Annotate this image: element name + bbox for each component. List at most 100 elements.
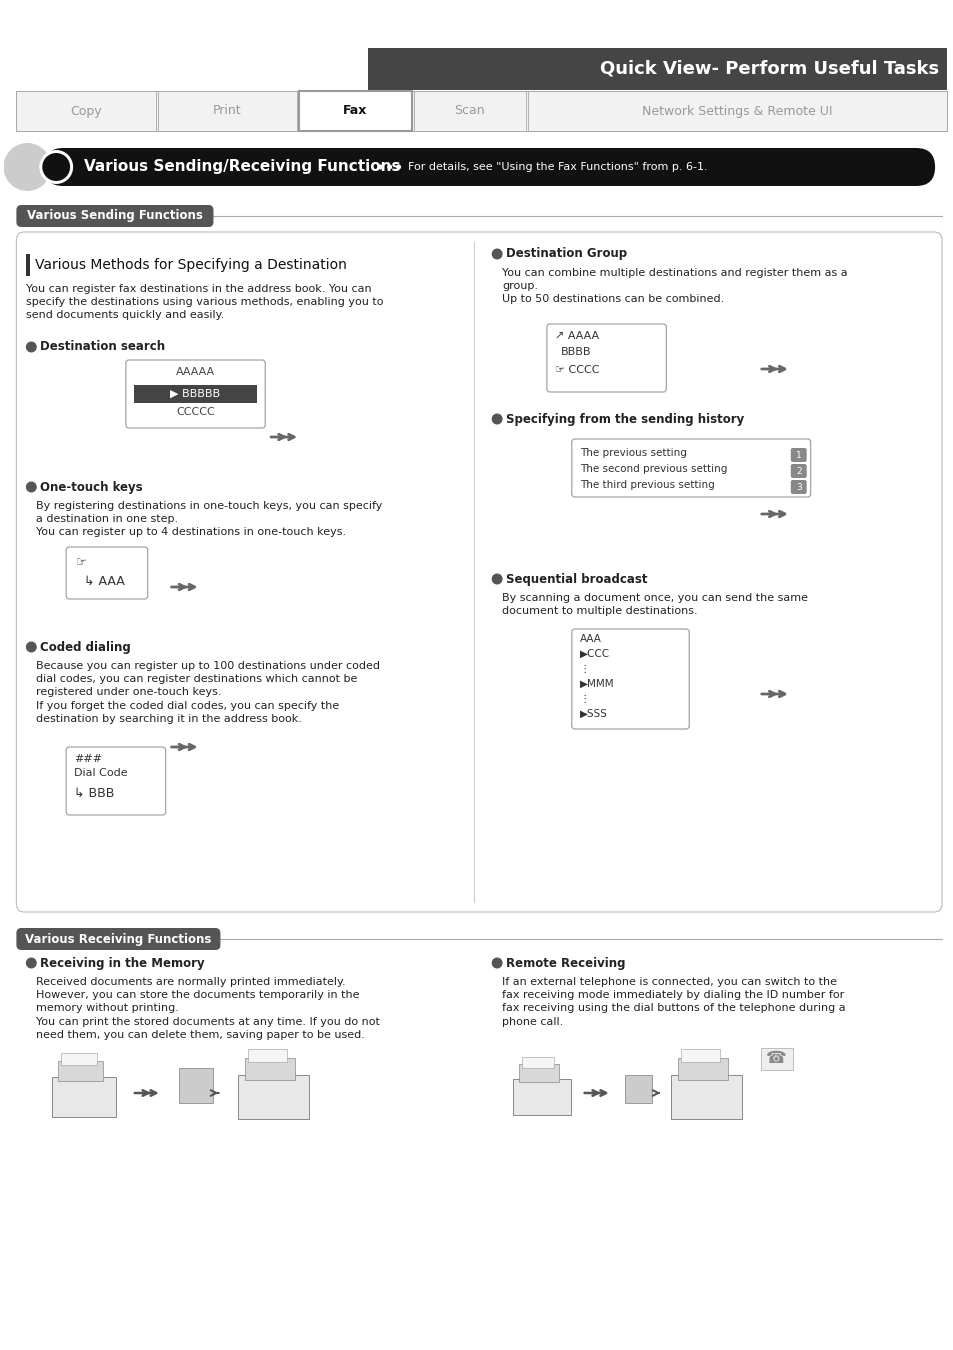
Text: Copy: Copy — [71, 104, 102, 117]
Text: If an external telephone is connected, you can switch to the
fax receiving mode : If an external telephone is connected, y… — [501, 977, 845, 1026]
Text: ▶ BBBBB: ▶ BBBBB — [171, 389, 220, 400]
FancyBboxPatch shape — [790, 464, 806, 478]
Text: 1: 1 — [795, 451, 801, 459]
Bar — [237, 1076, 309, 1119]
Bar — [298, 90, 411, 131]
Text: Various Sending/Receiving Functions: Various Sending/Receiving Functions — [84, 159, 400, 174]
Bar — [677, 1058, 727, 1080]
Circle shape — [42, 153, 71, 181]
Text: One-touch keys: One-touch keys — [40, 481, 143, 494]
Text: Network Settings & Remote UI: Network Settings & Remote UI — [641, 104, 832, 117]
Text: Remote Receiving: Remote Receiving — [506, 957, 625, 969]
FancyBboxPatch shape — [66, 747, 166, 815]
FancyBboxPatch shape — [126, 360, 265, 428]
Bar — [16, 90, 155, 131]
Bar — [61, 1053, 97, 1065]
Text: Print: Print — [213, 104, 241, 117]
Text: You can register fax destinations in the address book. You can
specify the desti: You can register fax destinations in the… — [27, 284, 383, 320]
Circle shape — [26, 482, 37, 493]
Text: By scanning a document once, you can send the same
document to multiple destinat: By scanning a document once, you can sen… — [501, 593, 807, 616]
Text: For details, see "Using the Fax Functions" from p. 6-1.: For details, see "Using the Fax Function… — [407, 162, 706, 171]
Bar — [178, 1068, 213, 1103]
Circle shape — [491, 413, 502, 424]
Bar — [513, 1079, 571, 1115]
FancyBboxPatch shape — [16, 205, 213, 227]
Text: ☞ CCCC: ☞ CCCC — [555, 364, 598, 375]
Text: Various Sending Functions: Various Sending Functions — [27, 209, 203, 223]
FancyBboxPatch shape — [571, 439, 810, 497]
Text: AAAAA: AAAAA — [175, 367, 214, 377]
Text: The third previous setting: The third previous setting — [579, 481, 714, 490]
Text: Fax: Fax — [343, 104, 367, 117]
Circle shape — [26, 957, 37, 968]
FancyBboxPatch shape — [66, 547, 148, 599]
Bar — [518, 1064, 558, 1083]
Text: ▶CCC: ▶CCC — [579, 649, 609, 659]
Text: ☎: ☎ — [764, 1049, 785, 1066]
Text: You can combine multiple destinations and register them as a
group.
Up to 50 des: You can combine multiple destinations an… — [501, 269, 847, 304]
Text: ▶MMM: ▶MMM — [579, 679, 614, 688]
FancyBboxPatch shape — [790, 481, 806, 494]
Text: CCCCC: CCCCC — [176, 406, 214, 417]
Bar — [133, 385, 257, 404]
Bar — [367, 49, 946, 90]
Text: Dial Code: Dial Code — [74, 768, 128, 778]
Bar — [16, 90, 946, 131]
Text: Coded dialing: Coded dialing — [40, 640, 131, 653]
Text: Because you can register up to 100 destinations under coded
dial codes, you can : Because you can register up to 100 desti… — [36, 662, 380, 724]
Text: Received documents are normally printed immediately.
However, you can store the : Received documents are normally printed … — [36, 977, 380, 1040]
Text: ###: ### — [74, 755, 102, 764]
Text: Various Receiving Functions: Various Receiving Functions — [25, 933, 212, 945]
Text: Destination Group: Destination Group — [506, 247, 626, 261]
Bar — [27, 254, 30, 275]
FancyBboxPatch shape — [546, 324, 665, 392]
Text: The second previous setting: The second previous setting — [579, 464, 726, 474]
Bar — [521, 1057, 553, 1068]
Text: By registering destinations in one-touch keys, you can specify
a destination in : By registering destinations in one-touch… — [36, 501, 382, 537]
Bar — [624, 1075, 652, 1103]
Bar — [245, 1058, 294, 1080]
Text: ↗ AAAA: ↗ AAAA — [555, 331, 598, 342]
Bar — [248, 1049, 287, 1062]
Text: 2: 2 — [795, 467, 801, 475]
Circle shape — [491, 957, 502, 968]
Text: ⋮: ⋮ — [579, 664, 590, 674]
Text: Various Methods for Specifying a Destination: Various Methods for Specifying a Destina… — [35, 258, 347, 271]
Text: 3: 3 — [795, 482, 801, 491]
Text: ↳ BBB: ↳ BBB — [74, 787, 114, 799]
Circle shape — [4, 143, 51, 190]
Text: ▶SSS: ▶SSS — [579, 709, 607, 720]
FancyBboxPatch shape — [16, 927, 220, 950]
Bar — [670, 1076, 741, 1119]
Text: ↳ AAA: ↳ AAA — [84, 575, 125, 587]
Text: Sequential broadcast: Sequential broadcast — [506, 572, 647, 586]
FancyBboxPatch shape — [790, 448, 806, 462]
Bar — [760, 1048, 792, 1071]
Circle shape — [395, 165, 400, 170]
Circle shape — [491, 248, 502, 259]
Circle shape — [26, 641, 37, 652]
Text: The previous setting: The previous setting — [579, 448, 686, 458]
FancyBboxPatch shape — [571, 629, 688, 729]
Circle shape — [387, 165, 392, 170]
Bar — [58, 1061, 103, 1081]
Text: ☞: ☞ — [76, 556, 88, 570]
Circle shape — [491, 574, 502, 585]
Bar — [680, 1049, 720, 1062]
Circle shape — [39, 150, 73, 184]
Text: AAA: AAA — [579, 634, 601, 644]
FancyBboxPatch shape — [16, 232, 941, 913]
Circle shape — [26, 342, 37, 352]
Text: Receiving in the Memory: Receiving in the Memory — [40, 957, 205, 969]
Bar — [413, 90, 525, 131]
Text: Quick View- Perform Useful Tasks: Quick View- Perform Useful Tasks — [599, 59, 938, 78]
Bar — [527, 90, 946, 131]
FancyBboxPatch shape — [44, 148, 934, 186]
Text: ⋮: ⋮ — [579, 694, 590, 703]
Bar — [51, 1077, 116, 1116]
Text: Destination search: Destination search — [40, 340, 165, 354]
Text: BBBB: BBBB — [560, 347, 591, 356]
Circle shape — [377, 165, 383, 170]
Bar — [157, 90, 296, 131]
Text: Specifying from the sending history: Specifying from the sending history — [506, 413, 743, 425]
